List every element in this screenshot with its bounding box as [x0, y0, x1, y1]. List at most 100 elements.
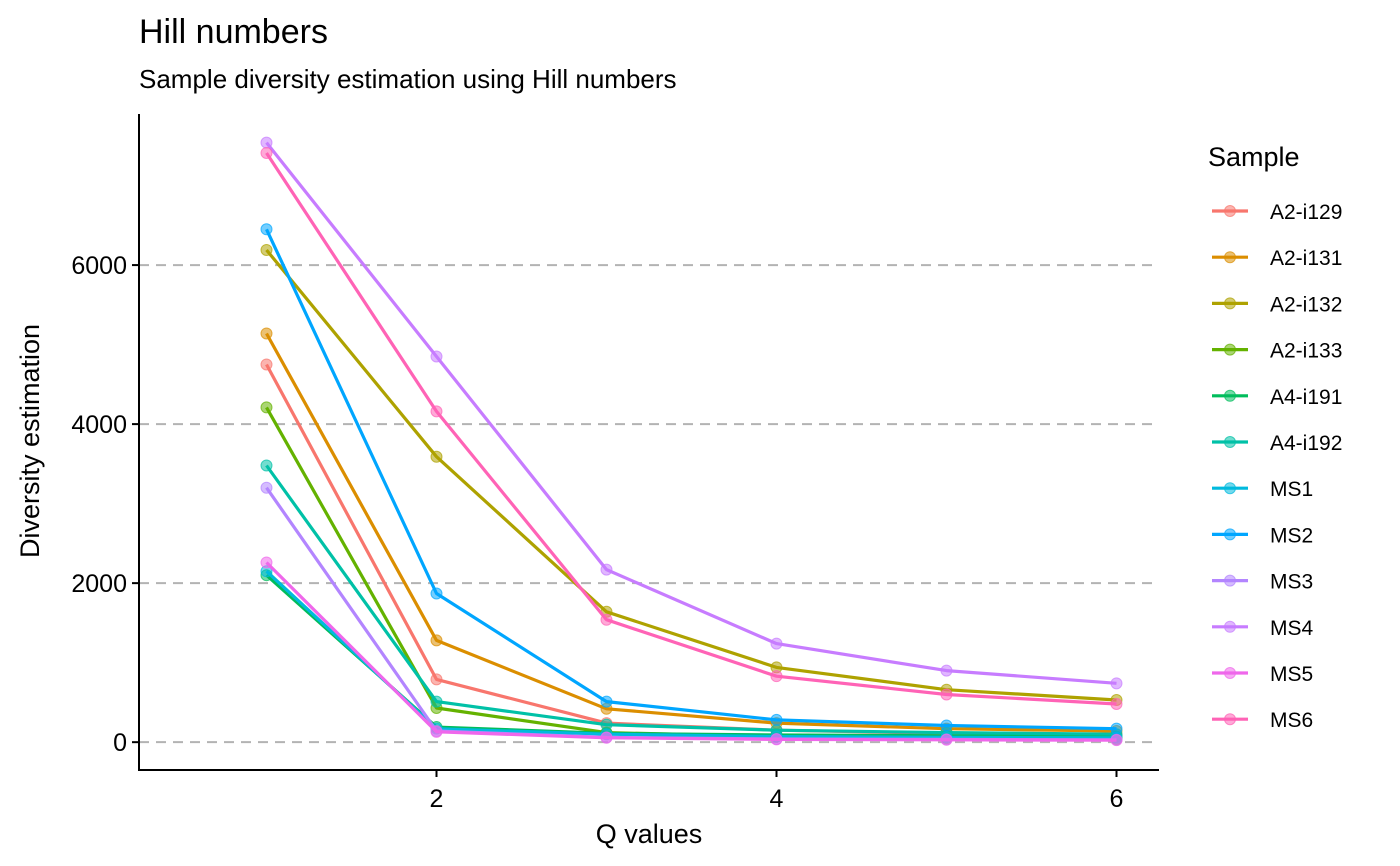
chart-subtitle: Sample diversity estimation using Hill n…: [139, 64, 677, 94]
legend-key-point-A4-i192: [1224, 436, 1236, 448]
point-MS6-q6: [1110, 698, 1123, 711]
x-tick-label-6: 6: [1110, 785, 1124, 813]
legend-label-A2-i129: A2-i129: [1270, 201, 1342, 224]
legend-item-A2-i133: A2-i133: [1212, 340, 1342, 363]
series-layer: [260, 136, 1123, 747]
y-tick-label-0: 0: [113, 729, 127, 757]
legend-label-MS5: MS5: [1270, 663, 1313, 686]
point-MS6-q1: [260, 146, 273, 159]
legend-key-point-MS5: [1224, 667, 1236, 679]
x-tick-label-2: 2: [430, 785, 444, 813]
x-tick-label-4: 4: [770, 785, 784, 813]
point-MS4-q3: [600, 563, 613, 576]
point-MS5-q6: [1110, 734, 1123, 747]
legend-key-point-MS2: [1224, 528, 1236, 541]
legend-key-point-MS4: [1224, 620, 1236, 633]
point-A2-i129-q1: [260, 358, 273, 371]
legend-key-point-A2-i133: [1224, 343, 1236, 356]
y-axis-ticks: 0 2000 4000 6000: [71, 252, 139, 757]
series-line-MS3: [265, 486, 1117, 742]
series-line-MS4: [265, 141, 1117, 685]
point-MS4-q6: [1110, 677, 1123, 690]
series-line-A2-i132: [265, 248, 1117, 702]
point-MS4-q4: [770, 637, 783, 650]
legend-item-MS3: MS3: [1212, 571, 1313, 594]
series-MS2: [260, 223, 1123, 735]
legend-title: Sample: [1208, 142, 1300, 172]
point-MS3-q1: [260, 481, 273, 494]
point-A2-i129-q2: [430, 673, 443, 686]
point-MS5-q4: [770, 733, 783, 746]
point-A4-i192-q1: [260, 459, 273, 472]
series-MS3: [260, 481, 1123, 746]
point-MS2-q4: [770, 713, 783, 726]
series-line-MS1: [265, 570, 1117, 740]
legend-label-MS3: MS3: [1270, 571, 1313, 594]
point-MS2-q1: [260, 223, 273, 236]
point-MS4-q1: [260, 136, 273, 149]
point-A2-i132-q2: [430, 450, 443, 463]
legend-label-MS2: MS2: [1270, 524, 1313, 547]
point-MS4-q2: [430, 350, 443, 363]
legend-key-point-MS3: [1224, 574, 1236, 587]
legend-item-A4-i192: A4-i192: [1212, 432, 1342, 455]
legend-label-MS1: MS1: [1270, 478, 1313, 501]
legend-item-MS4: MS4: [1212, 617, 1314, 640]
y-tick-label-2000: 2000: [71, 570, 127, 598]
legend-key-point-A2-i132: [1224, 297, 1236, 310]
point-A2-i133-q1: [260, 401, 273, 414]
point-A2-i131-q1: [260, 327, 273, 340]
gridlines: [139, 264, 1159, 744]
point-MS5-q2: [430, 725, 443, 738]
point-MS6-q4: [770, 670, 783, 683]
series-line-A4-i192: [265, 464, 1117, 736]
series-line-MS2: [265, 228, 1117, 731]
legend-key-point-A4-i191: [1224, 389, 1236, 402]
series-MS6: [260, 146, 1123, 711]
point-MS5-q1: [260, 556, 273, 569]
point-MS4-q5: [940, 664, 953, 677]
legend-item-A2-i129: A2-i129: [1212, 201, 1342, 224]
legend-item-A2-i131: A2-i131: [1212, 247, 1342, 270]
legend-label-A4-i192: A4-i192: [1270, 432, 1342, 455]
legend-label-MS6: MS6: [1270, 709, 1313, 732]
legend-item-A4-i191: A4-i191: [1212, 386, 1342, 409]
series-line-MS5: [265, 561, 1117, 742]
legend-item-MS5: MS5: [1212, 663, 1313, 686]
point-A2-i131-q2: [430, 634, 443, 647]
legend-label-A4-i191: A4-i191: [1270, 386, 1342, 409]
series-MS4: [260, 136, 1123, 690]
legend-label-MS4: MS4: [1270, 617, 1314, 640]
x-axis-ticks: 2 4 6: [430, 770, 1124, 813]
legend-item-A2-i132: A2-i132: [1212, 293, 1342, 316]
legend-key-point-A2-i129: [1224, 205, 1236, 217]
legend-item-MS2: MS2: [1212, 524, 1313, 547]
y-axis-title: Diversity estimation: [15, 324, 45, 558]
series-line-MS6: [265, 152, 1117, 706]
y-tick-label-6000: 6000: [71, 252, 127, 280]
legend-label-A2-i132: A2-i132: [1270, 293, 1342, 316]
point-MS6-q3: [600, 613, 613, 626]
legend-key-point-MS6: [1224, 713, 1236, 726]
series-A2-i129: [260, 358, 1123, 742]
series-line-A2-i131: [265, 332, 1117, 733]
point-MS2-q5: [940, 719, 953, 732]
point-A4-i192-q2: [430, 695, 443, 708]
legend-item-MS1: MS1: [1212, 478, 1313, 501]
point-MS2-q6: [1110, 722, 1123, 735]
series-MS5: [260, 556, 1123, 747]
legend-key-point-A2-i131: [1224, 251, 1236, 264]
point-MS6-q2: [430, 405, 443, 418]
legend-label-A2-i133: A2-i133: [1270, 340, 1342, 363]
point-MS2-q2: [430, 587, 443, 600]
point-MS2-q3: [600, 695, 613, 708]
legend: Sample A2-i129 A2-i131 A2-i132 A2-i133 A4-i1…: [1208, 142, 1342, 732]
series-line-A2-i129: [265, 363, 1117, 737]
legend-key-point-MS1: [1224, 482, 1236, 495]
x-axis-title: Q values: [596, 819, 703, 849]
point-MS6-q5: [940, 688, 953, 701]
y-tick-label-4000: 4000: [71, 411, 127, 439]
legend-label-A2-i131: A2-i131: [1270, 247, 1342, 270]
point-MS5-q5: [940, 733, 953, 746]
